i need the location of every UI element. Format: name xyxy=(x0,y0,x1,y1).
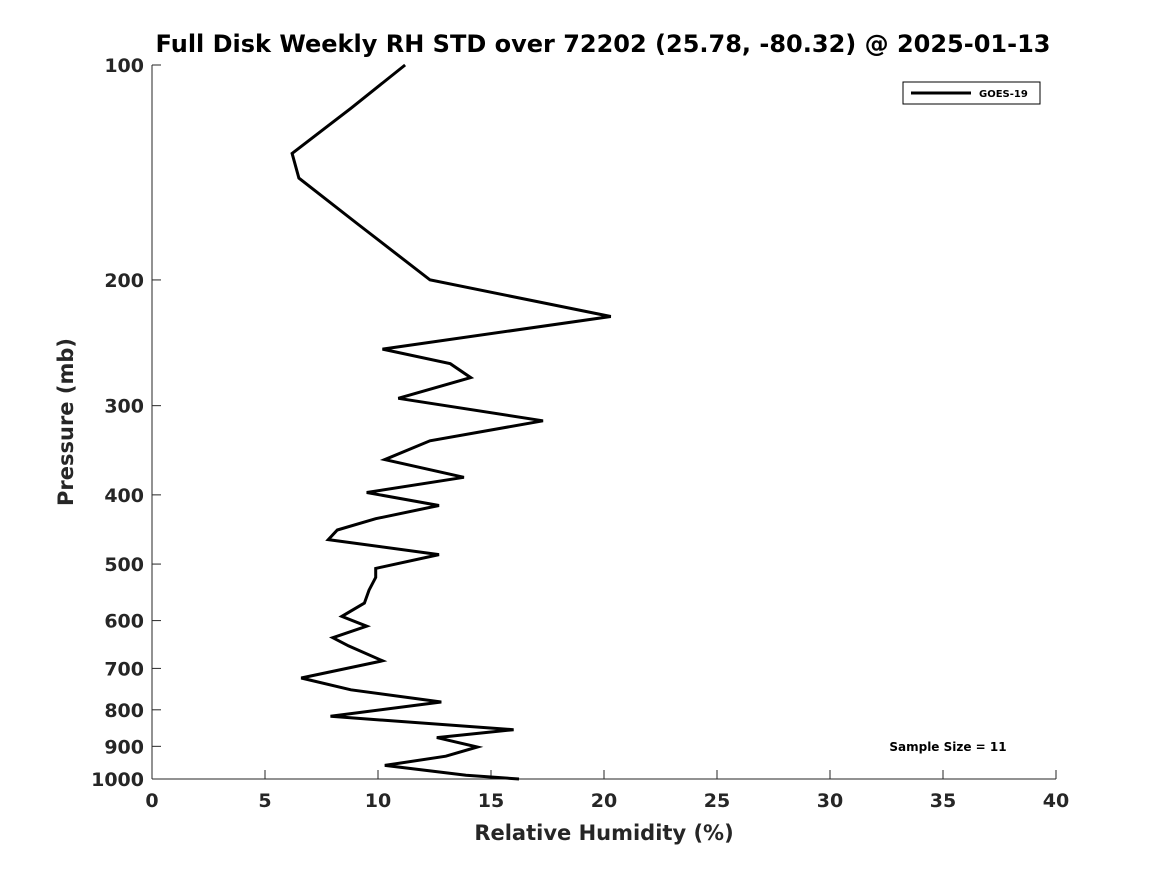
series-line-goes-19 xyxy=(290,63,612,781)
y-ticks: 100 200 300 400 500 600 700 800 900 1000 xyxy=(91,55,161,791)
x-tick-label: 25 xyxy=(704,790,730,812)
x-tick-label: 20 xyxy=(591,790,617,812)
x-tick-label: 40 xyxy=(1043,790,1069,812)
series-layer xyxy=(290,63,612,781)
x-tick-label: 15 xyxy=(478,790,504,812)
legend-label-goes-19: GOES-19 xyxy=(979,89,1028,100)
y-tick-label: 1000 xyxy=(91,769,144,791)
y-tick-label: 800 xyxy=(104,700,144,722)
x-tick-label: 5 xyxy=(258,790,271,812)
plot-area xyxy=(151,65,1056,780)
y-tick-label: 300 xyxy=(104,396,144,418)
y-tick-label: 200 xyxy=(104,270,144,292)
y-tick-label: 600 xyxy=(104,611,144,633)
y-tick-label: 900 xyxy=(104,736,144,758)
y-tick-label: 400 xyxy=(104,485,144,507)
x-tick-label: 10 xyxy=(365,790,391,812)
x-tick-label: 30 xyxy=(817,790,843,812)
x-axis-label: Relative Humidity (%) xyxy=(474,821,733,845)
y-tick-label: 100 xyxy=(104,55,144,77)
legend: GOES-19 xyxy=(902,81,1041,105)
sample-size-annotation: Sample Size = 11 xyxy=(889,740,1006,754)
x-tick-label: 35 xyxy=(930,790,956,812)
y-axis-label: Pressure (mb) xyxy=(54,338,78,506)
legend-box xyxy=(902,81,1041,105)
x-tick-label: 0 xyxy=(145,790,158,812)
y-tick-label: 500 xyxy=(104,554,144,576)
x-ticks: 0 5 10 15 20 25 30 35 40 xyxy=(145,770,1069,812)
y-tick-label: 700 xyxy=(104,658,144,680)
chart-title: Full Disk Weekly RH STD over 72202 (25.7… xyxy=(156,30,1051,58)
